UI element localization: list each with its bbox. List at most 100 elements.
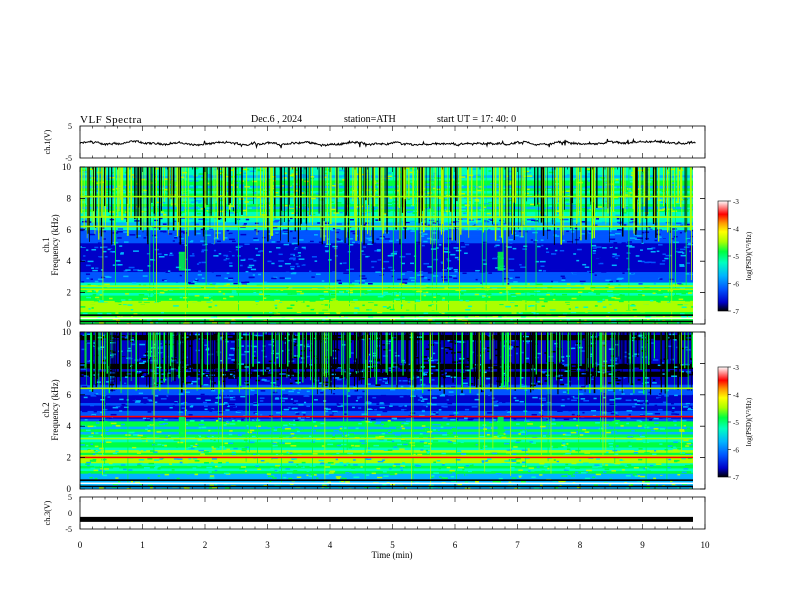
spec-speckle [573,397,579,399]
spec-speckle [464,367,470,370]
spec-speckle [139,178,146,181]
spec-speckle [341,278,347,281]
spec-speckle [353,221,357,224]
spec-speckle [338,282,343,285]
spec-speckle [677,474,681,476]
spec-speckle [158,318,164,321]
spec-speckle [460,411,466,413]
spec-speckle [200,287,205,289]
spec-speckle [536,466,540,468]
spec-speckle [275,356,279,359]
spec-speckle [160,366,166,369]
spec-speckle [202,244,206,246]
spec-row [80,255,693,259]
spec-speckle [298,239,304,241]
spec-speckle [217,246,224,249]
spec-speckle [160,311,165,314]
spec-speckle [619,389,624,391]
spec-speckle [104,255,108,258]
spec-speckle [119,354,126,357]
spec-speckle [323,337,329,340]
spec-speckle [351,278,358,281]
spec-speckle [306,240,310,243]
spec-speckle [228,277,234,280]
spec-speckle [326,184,332,186]
spec-speckle [525,453,529,456]
spec-speckle [177,457,181,459]
spec-speckle [271,185,275,187]
spec-speckle [497,270,500,273]
spec-speckle [391,341,396,344]
spec-speckle [421,425,426,427]
spec-speckle [280,289,284,291]
spec-speckle [87,260,94,263]
spec-speckle [169,173,176,176]
spec-speckle [371,407,377,410]
spec-speckle [443,247,449,249]
spec-speckle [224,442,229,445]
spec-speckle [192,280,197,283]
spec-speckle [495,189,501,192]
spec-speckle [441,312,446,315]
spec-speckle [162,174,168,177]
spec-speckle [433,472,439,474]
spec-speckle [605,370,610,373]
spec-speckle [645,396,650,398]
spec-speckle [457,347,461,349]
spec-speckle [681,471,687,473]
spec-speckle [116,213,119,215]
spec-speckle [201,249,208,251]
spec-speckle [134,316,141,319]
spec-speckle [596,218,600,220]
spec-speckle [417,399,421,401]
spec-speckle [549,474,556,476]
spec-speckle [174,417,179,419]
spec-speckle [530,217,535,220]
spec-speckle [591,289,594,292]
spec-speckle [560,275,565,278]
spec-speckle [426,237,432,240]
spec-speckle [251,270,256,273]
spec-speckle [506,411,512,413]
spec-speckle [343,335,349,337]
spec-row [80,276,693,280]
spec-speckle [586,221,592,223]
spec-speckle [83,210,89,212]
spec-speckle [198,205,202,208]
spec-speckle [521,351,525,354]
spec-speckle [243,168,247,171]
spec-speckle [576,424,580,427]
spec-speckle [424,263,428,266]
spec-speckle [361,250,364,252]
spec-speckle [347,287,354,290]
spec-speckle [89,233,95,236]
spec-speckle [300,355,304,357]
spec-speckle [147,265,151,267]
spec-speckle [143,237,147,239]
spec-speckle [464,316,469,319]
spec-speckle [366,376,372,379]
spec-speckle [625,194,631,196]
spec-speckle [213,255,219,257]
spec-speckle [527,175,533,177]
spec-speckle [497,391,501,393]
spec-speckle [677,303,683,306]
spec-speckle [323,172,329,175]
spec-speckle [510,294,517,296]
spec-speckle [306,343,310,346]
spec-row [80,441,693,445]
spec-speckle [128,378,133,380]
spec-speckle [290,265,295,268]
spec-speckle [562,433,567,436]
spec-speckle [366,208,371,210]
spec-speckle [560,425,564,427]
spec-speckle [511,213,515,216]
spec-speckle [608,295,614,297]
spec-speckle [577,199,582,202]
spec-speckle [284,277,291,280]
spec-speckle [686,223,690,226]
spec-speckle [200,420,204,422]
spec-speckle [679,452,686,454]
spec-speckle [271,175,276,178]
